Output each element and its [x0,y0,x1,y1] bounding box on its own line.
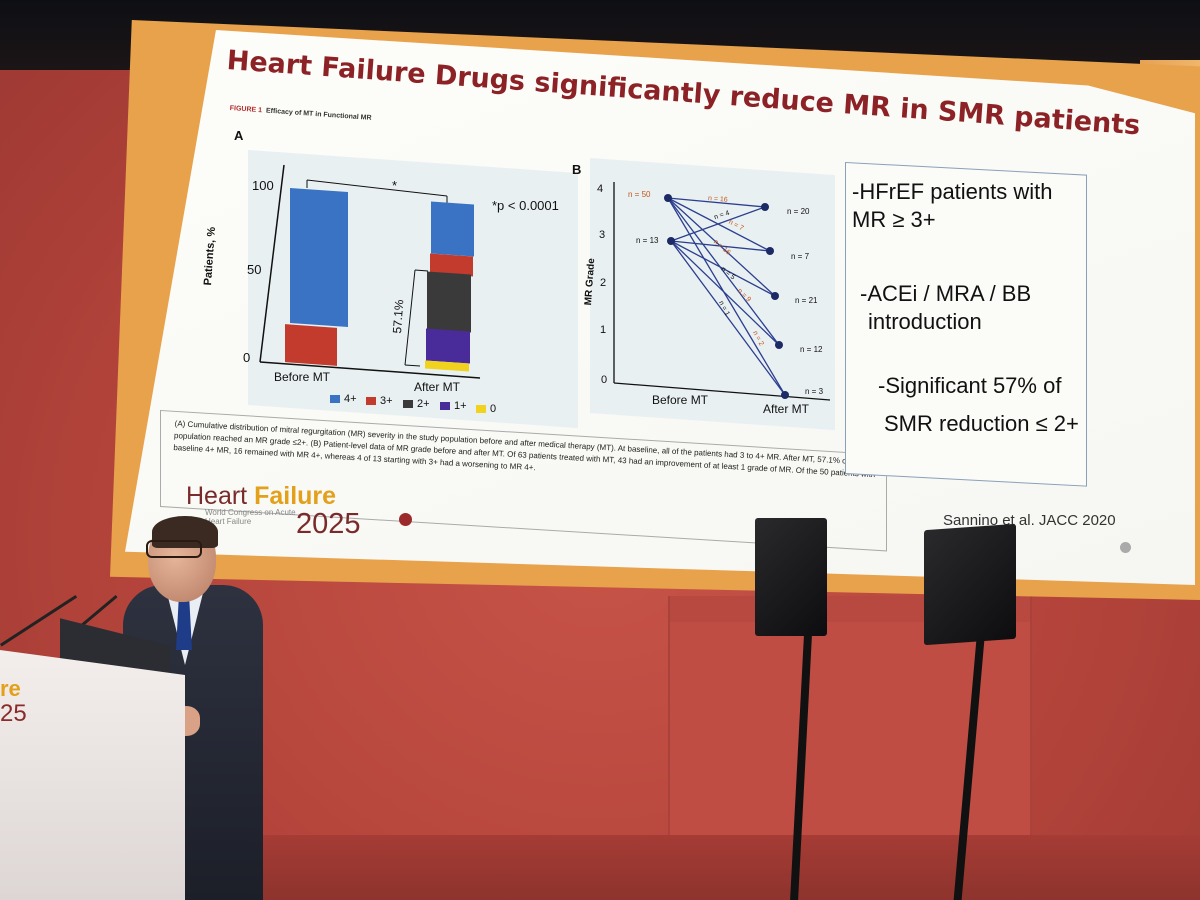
panel-b-end-n3: n = 3 [805,387,824,396]
panel-b-xcat-after: After MT [763,402,810,416]
bullet-line-5: -Significant 57% of [878,373,1062,398]
legend-3plus: 3+ [366,395,393,407]
citation: Sannino et al. JACC 2020 [943,512,1116,529]
panel-a-letter: A [234,128,244,143]
brand-dot [399,513,412,526]
bullet-line-1: -HFrEF patients with [852,179,1053,204]
speaker-tie [176,590,192,650]
panel-a-ytick-0: 0 [243,350,251,365]
speaker-glasses [146,540,202,558]
panel-b-baseline-n50: n = 50 [628,190,651,199]
podium-logo-line1: re [0,676,21,701]
panel-b-ytick-2: 2 [600,277,607,289]
panel-b-ytick-0: 0 [601,374,608,386]
brand-subtitle: World Congress on Acute Heart Failure [205,508,296,526]
panel-b-xcat-before: Before MT [652,393,709,407]
panel-a-xcat-after: After MT [414,380,461,394]
legend-1plus: 1+ [440,400,467,412]
panel-b-ytick-4: 4 [597,183,604,195]
bullet-line-3: -ACEi / MRA / BB [860,281,1032,306]
panel-b-end-n12: n = 12 [800,345,823,354]
panel-b-end-n20: n = 20 [787,207,810,216]
bullet-line-6: SMR reduction ≤ 2+ [884,411,1079,436]
panel-b-end-n7: n = 7 [791,252,810,261]
loudspeaker-left [755,518,827,636]
significance-star: * [392,178,398,193]
panel-a-ytick-100: 100 [252,178,274,193]
bullet-line-2: MR ≥ 3+ [852,207,936,232]
legend-2plus: 2+ [403,398,430,410]
speaker-hair [152,516,218,548]
podium [0,650,185,900]
legend-0: 0 [476,403,496,415]
brand-logo: Heart Failure [186,482,337,510]
p-value: *p < 0.0001 [492,198,559,213]
loudspeaker-right [924,523,1016,646]
brand-year: 2025 [296,508,361,540]
panel-b-end-n21: n = 21 [795,296,818,305]
slide-dot [1120,542,1131,553]
panel-a-ytick-50: 50 [247,262,262,277]
panel-b-ytick-1: 1 [600,324,607,336]
panel-a-xcat-before: Before MT [274,370,331,384]
podium-logo-line2: 25 [0,700,27,727]
panel-b-baseline-n13: n = 13 [636,236,659,245]
panel-b-letter: B [572,162,582,177]
legend-4plus: 4+ [330,393,357,405]
panel-b-ytick-3: 3 [599,229,606,241]
bullet-line-4: introduction [868,309,982,334]
